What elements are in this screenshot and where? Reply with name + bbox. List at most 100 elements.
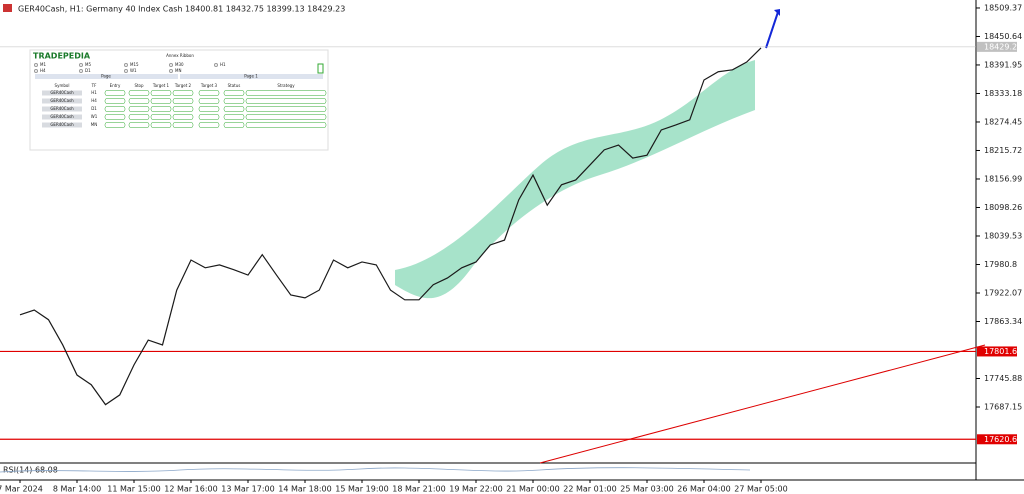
timeframe-label: H1 [220,62,226,67]
table-header: Symbol [55,83,70,88]
y-tick-label: 17922.07 [984,288,1022,297]
timeframe-radio[interactable] [169,63,173,67]
x-tick-label: 19 Mar 22:00 [449,485,502,494]
y-tick-label: 18391.95 [984,60,1022,69]
table-header: Stop [134,83,144,88]
indicator-label: RSI(14) 68.08 [3,466,58,475]
timeframe-radio[interactable] [34,69,38,73]
field[interactable] [172,90,194,96]
symbol-cell [42,90,82,96]
y-tick-label: 17687.15 [984,402,1022,411]
field[interactable] [245,90,327,96]
field[interactable] [172,106,194,112]
field[interactable] [104,114,126,120]
field[interactable] [150,98,172,104]
x-tick-label: 11 Mar 15:00 [107,485,160,494]
field[interactable] [172,114,194,120]
x-tick-label: 13 Mar 17:00 [221,485,274,494]
x-tick-label: 15 Mar 19:00 [335,485,388,494]
ribbon [395,60,755,299]
symbol-cell [42,122,82,128]
field[interactable] [245,106,327,112]
table-header: Target 2 [174,83,192,88]
timeframe-label: M5 [85,62,91,67]
field[interactable] [223,98,245,104]
symbol-cell [42,98,82,104]
field[interactable] [104,122,126,128]
field[interactable] [150,122,172,128]
field[interactable] [245,122,327,128]
field[interactable] [223,106,245,112]
field[interactable] [198,98,220,104]
x-tick-label: 12 Mar 16:00 [164,485,217,494]
field[interactable] [104,106,126,112]
symbol-cell [42,114,82,120]
field[interactable] [128,106,150,112]
field[interactable] [198,122,220,128]
y-tick-label: 18274.45 [984,117,1022,126]
brand: TRADEPEDIA [33,52,91,61]
level-label-bg [977,346,1017,357]
arrow-head [774,9,780,16]
field[interactable] [223,90,245,96]
timeframe-radio[interactable] [34,63,38,67]
symbol-cell [42,106,82,112]
timeframe-label: MN [175,68,181,73]
timeframe-radio[interactable] [214,63,218,67]
field[interactable] [150,90,172,96]
x-tick-label: 25 Mar 03:00 [620,485,673,494]
y-tick-label: 18450.64 [984,32,1022,41]
last-price-label: 18429.23 [984,42,1022,51]
panel-button[interactable] [317,63,324,74]
field[interactable] [150,106,172,112]
page-label: Page [101,74,111,79]
y-tick-label: 17745.88 [984,374,1022,383]
field[interactable] [223,122,245,128]
y-tick-label: 18333.18 [984,89,1022,98]
arrow [765,11,779,49]
field[interactable] [198,114,220,120]
y-tick-label: 18098.26 [984,203,1022,212]
table-cell: GER40Cash [50,114,74,119]
symbol-icon [3,4,12,12]
x-tick-label: 21 Mar 00:00 [506,485,559,494]
timeframe-label: D1 [85,68,91,73]
field[interactable] [172,122,194,128]
field[interactable] [128,114,150,120]
field[interactable] [198,90,220,96]
y-tick-label: 18509.37 [984,3,1022,12]
timeframe-radio[interactable] [79,63,83,67]
table-header: Strategy [277,83,295,88]
x-tick-label: 18 Mar 21:00 [392,485,445,494]
y-tick-label: 17863.34 [984,317,1022,326]
table-cell: H1 [91,90,97,95]
field[interactable] [223,114,245,120]
y-tick-label: 18215.72 [984,146,1022,155]
page-label: Page 1 [244,74,258,79]
last-price-bg [977,41,1017,52]
timeframe-radio[interactable] [124,63,128,67]
field[interactable] [104,90,126,96]
table-cell: W1 [91,114,98,119]
field[interactable] [198,106,220,112]
field[interactable] [128,90,150,96]
field[interactable] [128,122,150,128]
field[interactable] [245,98,327,104]
field[interactable] [150,114,172,120]
field[interactable] [104,98,126,104]
timeframe-radio[interactable] [169,69,173,73]
field[interactable] [245,114,327,120]
timeframe-radio[interactable] [79,69,83,73]
timeframe-radio[interactable] [124,69,128,73]
table-cell: GER40Cash [50,90,74,95]
rsi-line [0,467,751,473]
page-bar [35,74,178,79]
table-cell: GER40Cash [50,98,74,103]
field[interactable] [172,98,194,104]
x-tick-label: 8 Mar 14:00 [53,485,101,494]
field[interactable] [128,98,150,104]
chart-header: GER40Cash, H1: Germany 40 Index Cash 184… [18,5,345,14]
level-label-bg [977,434,1017,445]
table-header: TF [91,83,97,88]
